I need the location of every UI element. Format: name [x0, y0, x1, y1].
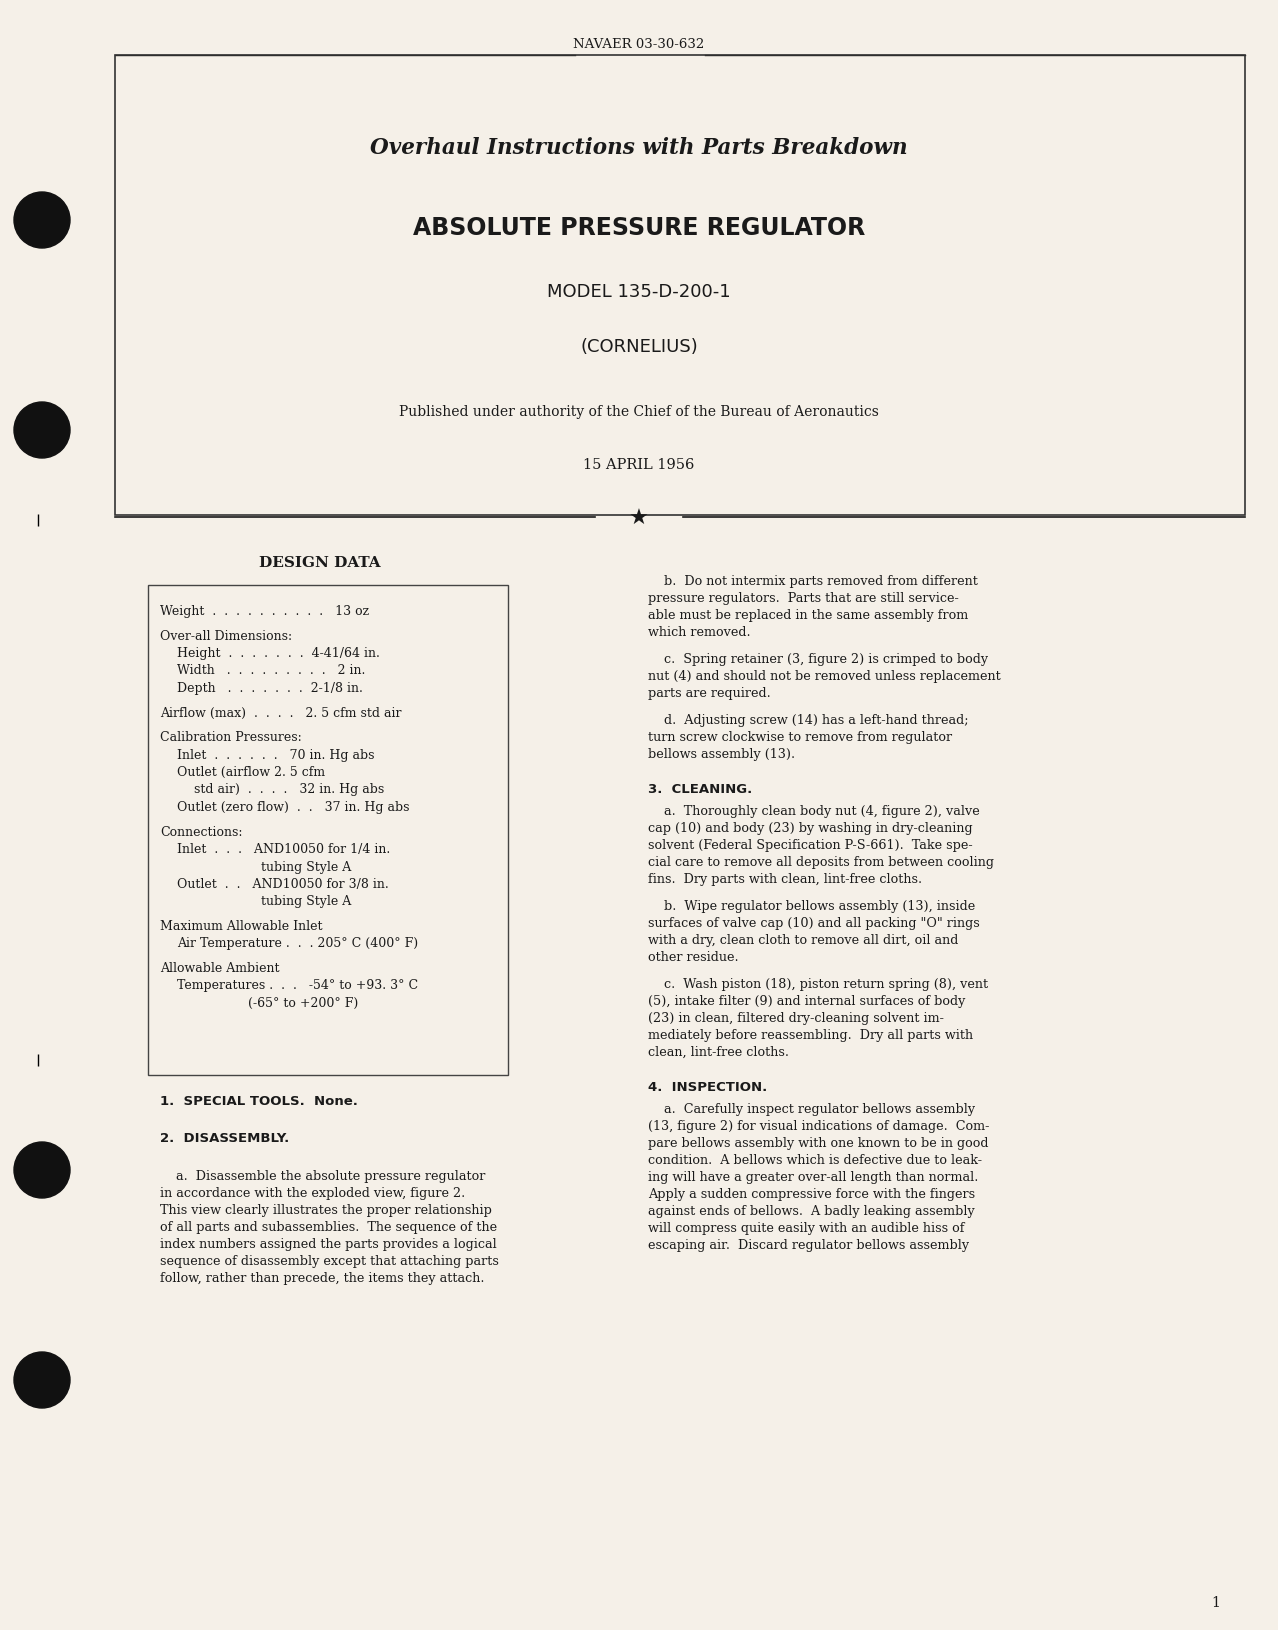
Text: pressure regulators.  Parts that are still service-: pressure regulators. Parts that are stil… [648, 592, 958, 605]
Text: d.  Adjusting screw (14) has a left-hand thread;: d. Adjusting screw (14) has a left-hand … [648, 714, 969, 727]
Text: c.  Spring retainer (3, figure 2) is crimped to body: c. Spring retainer (3, figure 2) is crim… [648, 654, 988, 667]
Text: Calibration Pressures:: Calibration Pressures: [160, 730, 302, 743]
Circle shape [14, 403, 70, 458]
Circle shape [14, 192, 70, 248]
Text: a.  Thoroughly clean body nut (4, figure 2), valve: a. Thoroughly clean body nut (4, figure … [648, 805, 980, 818]
Text: Temperatures .  .  .   -54° to +93. 3° C: Temperatures . . . -54° to +93. 3° C [176, 980, 418, 993]
Text: Outlet  .  .   AND10050 for 3/8 in.: Outlet . . AND10050 for 3/8 in. [176, 879, 389, 892]
Text: turn screw clockwise to remove from regulator: turn screw clockwise to remove from regu… [648, 730, 952, 743]
Text: (23) in clean, filtered dry-cleaning solvent im-: (23) in clean, filtered dry-cleaning sol… [648, 1012, 944, 1025]
Bar [148, 585, 507, 1076]
Text: This view clearly illustrates the proper relationship: This view clearly illustrates the proper… [160, 1205, 492, 1218]
Text: c.  Wash piston (18), piston return spring (8), vent: c. Wash piston (18), piston return sprin… [648, 978, 988, 991]
Text: Air Temperature .  .  . 205° C (400° F): Air Temperature . . . 205° C (400° F) [176, 937, 418, 950]
Text: Maximum Allowable Inlet: Maximum Allowable Inlet [160, 919, 322, 932]
Text: 3.  CLEANING.: 3. CLEANING. [648, 782, 753, 795]
Text: Outlet (airflow 2. 5 cfm: Outlet (airflow 2. 5 cfm [176, 766, 325, 779]
Text: Weight  .  .  .  .  .  .  .  .  .  .   13 oz: Weight . . . . . . . . . . 13 oz [160, 605, 369, 618]
Text: a.  Carefully inspect regulator bellows assembly: a. Carefully inspect regulator bellows a… [648, 1104, 975, 1117]
Text: condition.  A bellows which is defective due to leak-: condition. A bellows which is defective … [648, 1154, 982, 1167]
Text: Connections:: Connections: [160, 825, 243, 838]
Text: NAVAER 03-30-632: NAVAER 03-30-632 [574, 37, 704, 51]
Text: a.  Disassemble the absolute pressure regulator: a. Disassemble the absolute pressure reg… [160, 1170, 486, 1183]
Bar [115, 55, 1245, 515]
Text: Airflow (max)  .  .  .  .   2. 5 cfm std air: Airflow (max) . . . . 2. 5 cfm std air [160, 706, 401, 719]
Text: ing will have a greater over-all length than normal.: ing will have a greater over-all length … [648, 1170, 979, 1183]
Text: able must be replaced in the same assembly from: able must be replaced in the same assemb… [648, 610, 969, 623]
Text: escaping air.  Discard regulator bellows assembly: escaping air. Discard regulator bellows … [648, 1239, 969, 1252]
Text: against ends of bellows.  A badly leaking assembly: against ends of bellows. A badly leaking… [648, 1205, 975, 1218]
Text: Inlet  .  .  .  .  .  .   70 in. Hg abs: Inlet . . . . . . 70 in. Hg abs [176, 748, 374, 761]
Text: (13, figure 2) for visual indications of damage.  Com-: (13, figure 2) for visual indications of… [648, 1120, 989, 1133]
Text: cial care to remove all deposits from between cooling: cial care to remove all deposits from be… [648, 856, 994, 869]
Text: (-65° to +200° F): (-65° to +200° F) [248, 998, 358, 1011]
Text: nut (4) and should not be removed unless replacement: nut (4) and should not be removed unless… [648, 670, 1001, 683]
Text: std air)  .  .  .  .   32 in. Hg abs: std air) . . . . 32 in. Hg abs [193, 784, 383, 797]
Text: Outlet (zero flow)  .  .   37 in. Hg abs: Outlet (zero flow) . . 37 in. Hg abs [176, 800, 409, 813]
Text: cap (10) and body (23) by washing in dry-cleaning: cap (10) and body (23) by washing in dry… [648, 822, 973, 835]
Text: solvent (Federal Specification P-S-661).  Take spe-: solvent (Federal Specification P-S-661).… [648, 839, 973, 852]
Text: 1: 1 [1212, 1596, 1220, 1610]
Text: 2.  DISASSEMBLY.: 2. DISASSEMBLY. [160, 1131, 289, 1144]
Text: follow, rather than precede, the items they attach.: follow, rather than precede, the items t… [160, 1271, 484, 1284]
Circle shape [14, 1143, 70, 1198]
Text: Depth   .  .  .  .  .  .  .  2-1/8 in.: Depth . . . . . . . 2-1/8 in. [176, 681, 363, 694]
Text: 4.  INSPECTION.: 4. INSPECTION. [648, 1081, 767, 1094]
Text: of all parts and subassemblies.  The sequence of the: of all parts and subassemblies. The sequ… [160, 1221, 497, 1234]
Text: MODEL 135-D-200-1: MODEL 135-D-200-1 [547, 284, 731, 302]
Text: ★: ★ [629, 509, 649, 530]
Text: 1.  SPECIAL TOOLS.  None.: 1. SPECIAL TOOLS. None. [160, 1095, 358, 1108]
Text: ABSOLUTE PRESSURE REGULATOR: ABSOLUTE PRESSURE REGULATOR [413, 217, 865, 240]
Text: Over-all Dimensions:: Over-all Dimensions: [160, 629, 293, 642]
Text: Inlet  .  .  .   AND10050 for 1/4 in.: Inlet . . . AND10050 for 1/4 in. [176, 843, 390, 856]
Text: tubing Style A: tubing Style A [261, 861, 351, 874]
Text: tubing Style A: tubing Style A [261, 895, 351, 908]
Text: Overhaul Instructions with Parts Breakdown: Overhaul Instructions with Parts Breakdo… [371, 137, 907, 160]
Text: Width   .  .  .  .  .  .  .  .  .   2 in.: Width . . . . . . . . . 2 in. [176, 665, 366, 678]
Text: Allowable Ambient: Allowable Ambient [160, 962, 280, 975]
Text: pare bellows assembly with one known to be in good: pare bellows assembly with one known to … [648, 1138, 988, 1151]
Text: mediately before reassembling.  Dry all parts with: mediately before reassembling. Dry all p… [648, 1029, 973, 1042]
Text: DESIGN DATA: DESIGN DATA [259, 556, 381, 570]
Text: b.  Do not intermix parts removed from different: b. Do not intermix parts removed from di… [648, 575, 978, 588]
Circle shape [14, 1351, 70, 1408]
Text: (5), intake filter (9) and internal surfaces of body: (5), intake filter (9) and internal surf… [648, 994, 965, 1007]
Text: Height  .  .  .  .  .  .  .  4-41/64 in.: Height . . . . . . . 4-41/64 in. [176, 647, 380, 660]
Text: with a dry, clean cloth to remove all dirt, oil and: with a dry, clean cloth to remove all di… [648, 934, 958, 947]
Text: (CORNELIUS): (CORNELIUS) [580, 337, 698, 355]
Text: sequence of disassembly except that attaching parts: sequence of disassembly except that atta… [160, 1255, 498, 1268]
Text: Apply a sudden compressive force with the fingers: Apply a sudden compressive force with th… [648, 1188, 975, 1201]
Text: b.  Wipe regulator bellows assembly (13), inside: b. Wipe regulator bellows assembly (13),… [648, 900, 975, 913]
Text: which removed.: which removed. [648, 626, 750, 639]
Text: Published under authority of the Chief of the Bureau of Aeronautics: Published under authority of the Chief o… [399, 404, 879, 419]
Text: surfaces of valve cap (10) and all packing "O" rings: surfaces of valve cap (10) and all packi… [648, 918, 980, 931]
Text: in accordance with the exploded view, figure 2.: in accordance with the exploded view, fi… [160, 1187, 465, 1200]
Text: parts are required.: parts are required. [648, 686, 771, 699]
Text: other residue.: other residue. [648, 950, 739, 963]
Text: clean, lint-free cloths.: clean, lint-free cloths. [648, 1046, 789, 1060]
Text: will compress quite easily with an audible hiss of: will compress quite easily with an audib… [648, 1222, 965, 1236]
Text: fins.  Dry parts with clean, lint-free cloths.: fins. Dry parts with clean, lint-free cl… [648, 874, 923, 887]
Text: 15 APRIL 1956: 15 APRIL 1956 [583, 458, 695, 473]
Text: bellows assembly (13).: bellows assembly (13). [648, 748, 795, 761]
Text: index numbers assigned the parts provides a logical: index numbers assigned the parts provide… [160, 1239, 497, 1250]
